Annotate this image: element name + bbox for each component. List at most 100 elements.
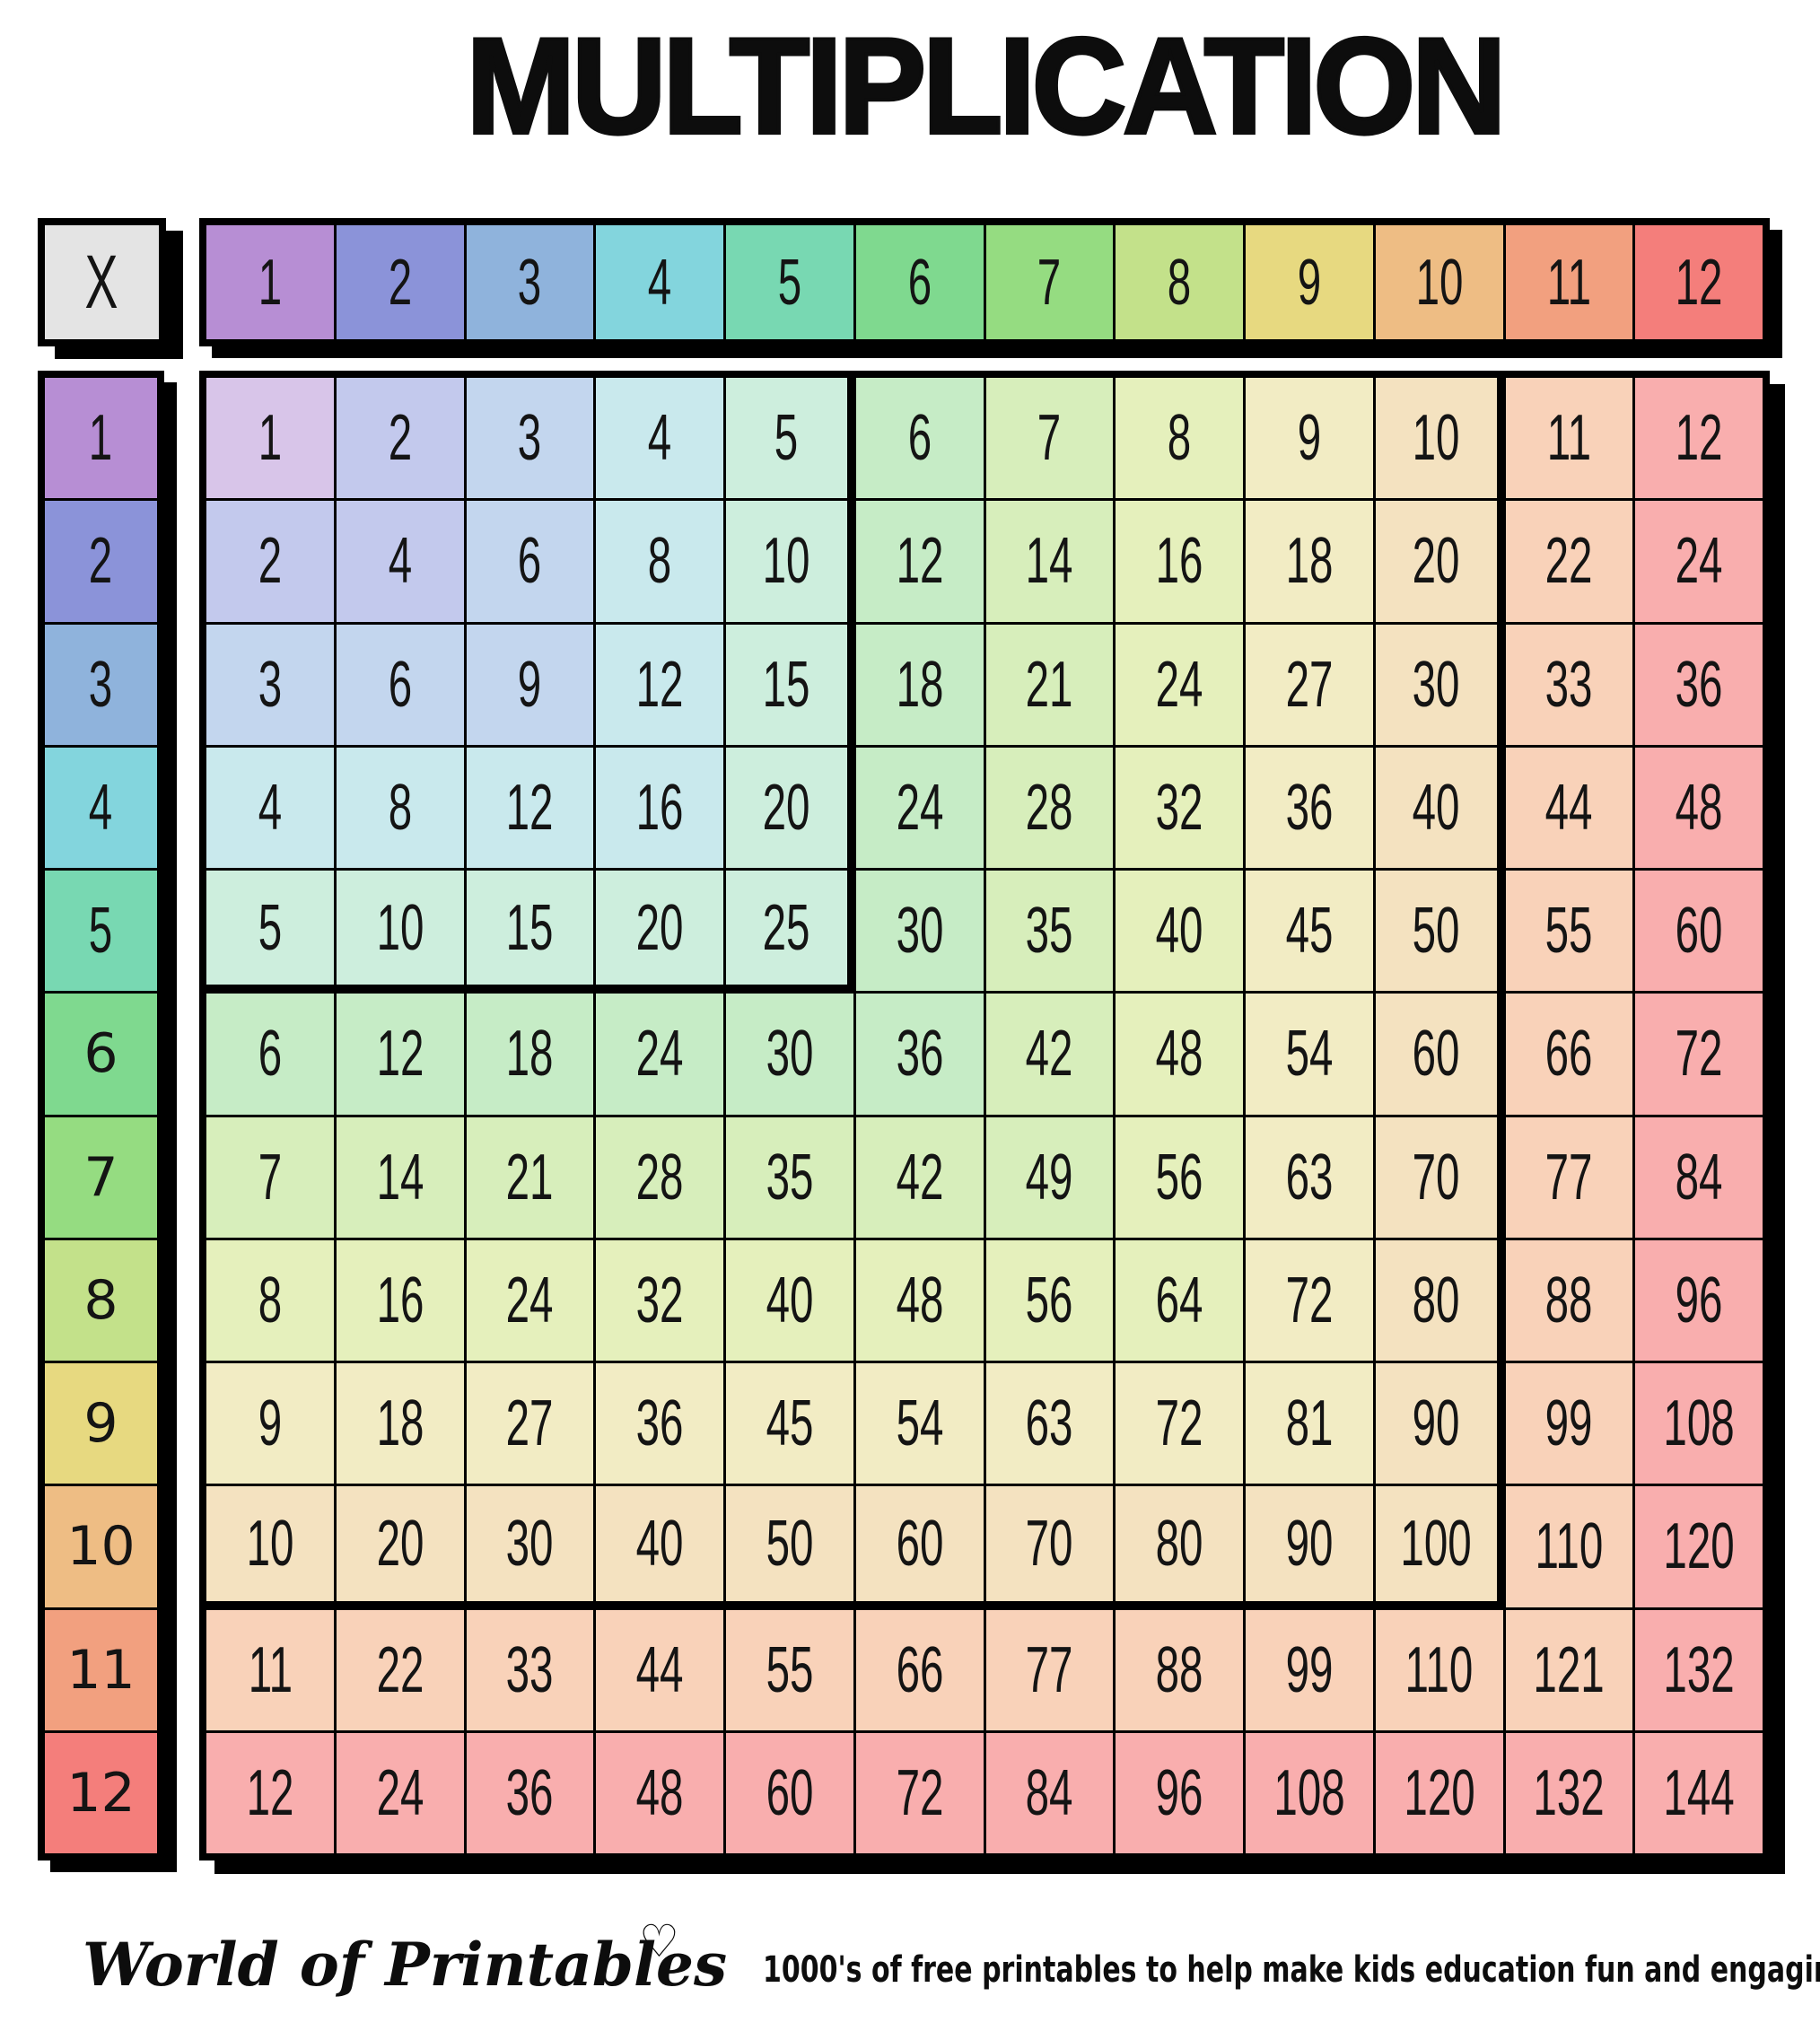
product-cell-7x12: 84 — [1635, 1116, 1763, 1238]
product-cell-8x4: 32 — [596, 1239, 723, 1361]
product-cell-2x9: 18 — [1246, 501, 1373, 622]
product-cell-7x5-label: 35 — [766, 1141, 814, 1213]
row-header-cell-5: 5 — [45, 871, 157, 992]
product-cell-1x5-label: 5 — [774, 402, 799, 475]
product-cell-12x2: 24 — [336, 1732, 464, 1853]
product-cell-12x7: 84 — [985, 1732, 1114, 1853]
product-cell-2x5-label: 10 — [762, 525, 810, 598]
product-cell-6x7: 42 — [985, 994, 1114, 1115]
product-cell-4x9-label: 36 — [1285, 771, 1334, 844]
product-cell-9x12: 108 — [1635, 1363, 1763, 1484]
product-cell-3x3: 9 — [466, 624, 594, 745]
product-cell-3x9-label: 27 — [1285, 648, 1334, 721]
column-header-cell-8-label: 8 — [1167, 246, 1192, 319]
column-header-cell-12-label: 12 — [1675, 246, 1723, 319]
product-cell-7x3-label: 21 — [505, 1141, 554, 1213]
product-cell-6x5: 30 — [726, 994, 853, 1115]
product-cell-10x2: 20 — [336, 1486, 464, 1607]
column-header-cell-3: 3 — [466, 225, 594, 339]
product-cell-6x3: 18 — [466, 994, 594, 1115]
product-cell-7x11-label: 77 — [1544, 1141, 1593, 1213]
product-cell-2x3: 6 — [466, 501, 594, 622]
product-cell-11x7: 77 — [985, 1609, 1114, 1730]
product-cell-3x2-label: 6 — [388, 648, 412, 721]
product-cell-3x1-label: 3 — [258, 648, 283, 721]
corner-label: X — [85, 240, 118, 324]
product-cell-2x2: 4 — [336, 501, 464, 622]
product-cell-4x8-label: 32 — [1155, 771, 1203, 844]
row-header-cell-3-label: 3 — [89, 648, 113, 721]
product-cell-2x2-label: 4 — [388, 525, 412, 598]
column-header-cell-3-label: 3 — [518, 246, 542, 319]
column-header-cell-1-label: 1 — [258, 246, 283, 319]
product-cell-10x8: 80 — [1116, 1486, 1243, 1607]
row-header-column: 1 2 3 4 5 6 7 8 9 10 11 12 — [38, 371, 164, 1861]
product-cell-9x6: 54 — [855, 1363, 984, 1484]
product-cell-10x7-label: 70 — [1025, 1507, 1073, 1580]
product-cell-12x11-label: 132 — [1533, 1756, 1606, 1829]
product-cell-2x6: 12 — [855, 501, 984, 622]
product-cell-3x12: 36 — [1635, 624, 1763, 745]
column-header-cell-11: 11 — [1505, 225, 1633, 339]
product-cell-7x11: 77 — [1505, 1116, 1633, 1238]
product-cell-5x4: 20 — [596, 871, 723, 992]
row-header-cell-8: 8 — [45, 1239, 157, 1361]
product-cell-5x2: 10 — [336, 871, 464, 992]
product-cell-7x12-label: 84 — [1675, 1141, 1723, 1213]
product-cell-11x8-label: 88 — [1155, 1633, 1203, 1706]
product-cell-8x1-label: 8 — [258, 1264, 283, 1336]
product-cell-9x7-label: 63 — [1025, 1388, 1073, 1460]
product-cell-10x11: 110 — [1505, 1486, 1633, 1607]
product-cell-12x4-label: 48 — [635, 1756, 684, 1829]
product-cell-5x8: 40 — [1116, 871, 1243, 992]
product-cell-3x6-label: 18 — [896, 648, 944, 721]
product-cell-2x4: 8 — [596, 501, 723, 622]
product-cell-2x3-label: 6 — [518, 525, 542, 598]
product-cell-3x8: 24 — [1116, 624, 1243, 745]
product-cell-10x4-label: 40 — [635, 1507, 684, 1580]
product-cell-11x4-label: 44 — [635, 1633, 684, 1706]
product-cell-9x2: 18 — [336, 1363, 464, 1484]
product-cell-9x10: 90 — [1375, 1363, 1503, 1484]
product-cell-9x3-label: 27 — [505, 1388, 554, 1460]
product-cell-7x3: 21 — [466, 1116, 594, 1238]
product-cell-6x9-label: 54 — [1285, 1018, 1334, 1090]
product-cell-12x5: 60 — [726, 1732, 853, 1853]
product-cell-3x3-label: 9 — [518, 648, 542, 721]
product-cell-8x6-label: 48 — [896, 1264, 944, 1336]
product-cell-7x2-label: 14 — [376, 1141, 424, 1213]
column-header-cell-2: 2 — [336, 225, 464, 339]
product-cell-11x5-label: 55 — [766, 1633, 814, 1706]
product-cell-6x9: 54 — [1246, 994, 1373, 1115]
row-header-cell-7: 7 — [45, 1116, 157, 1238]
product-cell-4x3: 12 — [466, 747, 594, 868]
product-cell-11x1-label: 11 — [248, 1633, 293, 1706]
product-cell-6x2: 12 — [336, 994, 464, 1115]
product-cell-8x9: 72 — [1246, 1239, 1373, 1361]
product-cell-1x4: 4 — [596, 378, 723, 499]
product-cell-8x10: 80 — [1375, 1239, 1503, 1361]
product-cell-4x6-label: 24 — [896, 771, 944, 844]
row-header-cell-1-label: 1 — [89, 402, 113, 475]
row-header-cell-2: 2 — [45, 501, 157, 622]
product-cell-7x7-label: 49 — [1025, 1141, 1073, 1213]
column-header-cell-1: 1 — [206, 225, 334, 339]
product-cell-5x1: 5 — [206, 871, 334, 992]
row-header-cell-9-label: 9 — [83, 1392, 118, 1456]
product-cell-12x8: 96 — [1116, 1732, 1243, 1853]
product-cell-2x7-label: 14 — [1025, 525, 1073, 598]
column-header-cell-7-label: 7 — [1037, 246, 1062, 319]
product-cell-8x11: 88 — [1505, 1239, 1633, 1361]
row-header-cell-11: 11 — [45, 1609, 157, 1730]
product-cell-8x2-label: 16 — [376, 1264, 424, 1336]
product-cell-11x9: 99 — [1246, 1609, 1373, 1730]
product-cell-2x8: 16 — [1116, 501, 1243, 622]
product-cell-12x1-label: 12 — [246, 1756, 294, 1829]
product-cell-11x1: 11 — [206, 1609, 334, 1730]
product-grid: 1 2 3 4 5 6 7 8 9 10 11 12 2 4 6 8 10 12 14 16 18 20 22 24 3 6 9 12… — [199, 371, 1770, 1861]
product-cell-10x3: 30 — [466, 1486, 594, 1607]
product-cell-2x12: 24 — [1635, 501, 1763, 622]
product-cell-4x5: 20 — [726, 747, 853, 868]
product-cell-1x5: 5 — [726, 378, 853, 499]
product-cell-10x6-label: 60 — [896, 1507, 944, 1580]
